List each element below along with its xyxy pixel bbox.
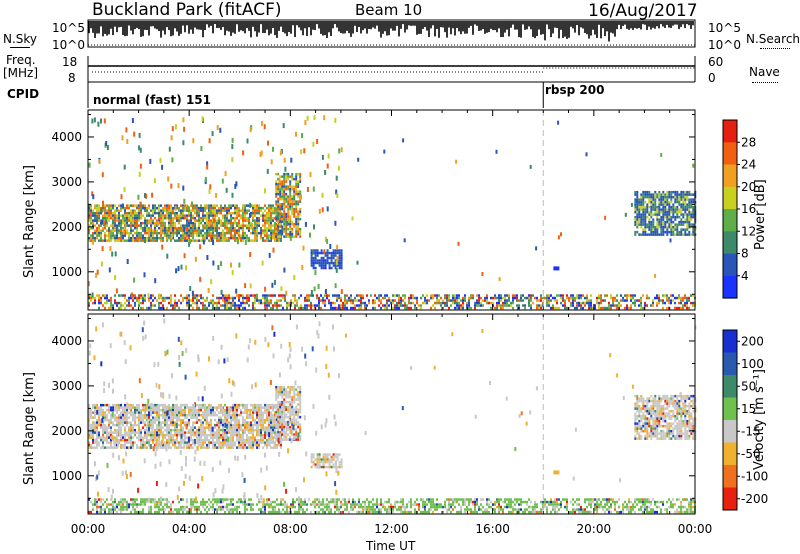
colorbar-tick-power-1: 8	[741, 247, 749, 261]
site-title: Buckland Park (fitACF)	[92, 0, 282, 20]
freq-label-line1: Freq.	[6, 53, 36, 67]
ytick-velocity-1: 2000	[51, 424, 82, 438]
colorbar-tick-velocity-3: 15	[741, 402, 756, 416]
ytick-velocity-0: 1000	[51, 469, 82, 483]
nave-tick-0: 0	[708, 71, 716, 85]
colorbar-power-swatch-3	[723, 186, 737, 210]
cpid-segment-rbsp: rbsp 200	[545, 83, 605, 97]
colorbar-frame-velocity	[722, 329, 738, 511]
time-tick-5: 20:00	[577, 522, 612, 536]
ytick-power-2: 3000	[51, 175, 82, 189]
colorbar-power-swatch-2	[723, 164, 737, 188]
nsky-tick-bottom-right: 10^0	[708, 38, 741, 52]
time-tick-1: 04:00	[172, 522, 207, 536]
freq-tick-18: 18	[62, 55, 78, 69]
colorbar-tick-velocity-4: -15	[741, 424, 761, 438]
colorbar-velocity-swatch-3	[723, 397, 737, 421]
nsearch-label: N.Search	[746, 32, 800, 46]
nsky-legend-line	[10, 47, 30, 48]
colorbar-power-swatch-7	[723, 275, 737, 299]
colorbar-power-swatch-1	[723, 142, 737, 166]
date-label: 16/Aug/2017	[588, 1, 698, 21]
colorbar-tick-power-5: 24	[741, 158, 756, 172]
colorbar-velocity-swatch-7	[723, 487, 737, 511]
colorbar-velocity-swatch-5	[723, 442, 737, 466]
nsky-label: N.Sky	[3, 32, 38, 46]
colorbar-power-swatch-4	[723, 209, 737, 232]
colorbar-tick-velocity-0: 200	[741, 334, 764, 348]
ytick-power-1: 2000	[51, 220, 82, 234]
ytick-velocity-3: 4000	[51, 334, 82, 348]
small-echo-power	[553, 266, 560, 271]
nsky-series	[88, 21, 694, 42]
frame-velocity	[87, 313, 696, 515]
freq-label-line2: [MHz]	[3, 66, 39, 80]
colorbar-tick-power-4: 20	[741, 180, 756, 194]
nsky-tick-bottom-left: 10^0	[52, 38, 85, 52]
colorbar-power-swatch-0	[723, 120, 737, 143]
cpid-label: CPID	[7, 87, 40, 101]
time-tick-2: 08:00	[273, 522, 308, 536]
time-tick-0: 00:00	[71, 522, 106, 536]
colorbar-tick-power-6: 28	[741, 135, 756, 149]
time-axis-label: Time UT	[366, 539, 416, 553]
colorbar-velocity-swatch-1	[723, 352, 737, 376]
small-echo-velocity	[553, 470, 560, 475]
colorbar-power-swatch-6	[723, 253, 737, 277]
nave-tick-60: 60	[708, 55, 724, 69]
colorbar-tick-velocity-7: -200	[741, 492, 768, 506]
colorbar-velocity-swatch-6	[723, 465, 737, 488]
colorbar-tick-power-3: 16	[741, 202, 756, 216]
nsky-frame	[87, 19, 696, 48]
time-tick-6: 00:00	[678, 522, 713, 536]
colorbar-tick-velocity-5: -50	[741, 447, 761, 461]
colorbar-velocity-swatch-4	[723, 420, 737, 443]
heatmap-velocity	[88, 318, 697, 514]
colorbar-tick-velocity-6: -100	[741, 469, 768, 483]
ytick-velocity-2: 3000	[51, 379, 82, 393]
colorbar-velocity-swatch-2	[723, 375, 737, 398]
colorbar-tick-power-2: 12	[741, 224, 756, 238]
heatmap-power	[88, 115, 697, 310]
colorbar-tick-velocity-1: 100	[741, 357, 764, 371]
beam-label: Beam 10	[355, 1, 423, 19]
nsearch-legend-line	[760, 48, 790, 49]
cpid-segment-normal: normal (fast) 151	[93, 93, 211, 107]
nave-label: Nave	[749, 65, 780, 79]
colorbar-tick-power-0: 4	[741, 269, 749, 283]
ytick-power-3: 4000	[51, 130, 82, 144]
time-tick-4: 16:00	[475, 522, 510, 536]
freq-tick-8: 8	[68, 71, 76, 85]
nsky-tick-top-left: 10^5	[52, 21, 85, 35]
ytick-power-0: 1000	[51, 265, 82, 279]
colorbar-velocity-swatch-0	[723, 330, 737, 353]
colorbar-tick-velocity-2: 50	[741, 379, 756, 393]
nsky-tick-top-right: 10^5	[708, 21, 741, 35]
time-tick-3: 12:00	[374, 522, 409, 536]
colorbar-power-swatch-5	[723, 231, 737, 255]
nave-legend-line	[752, 82, 778, 83]
